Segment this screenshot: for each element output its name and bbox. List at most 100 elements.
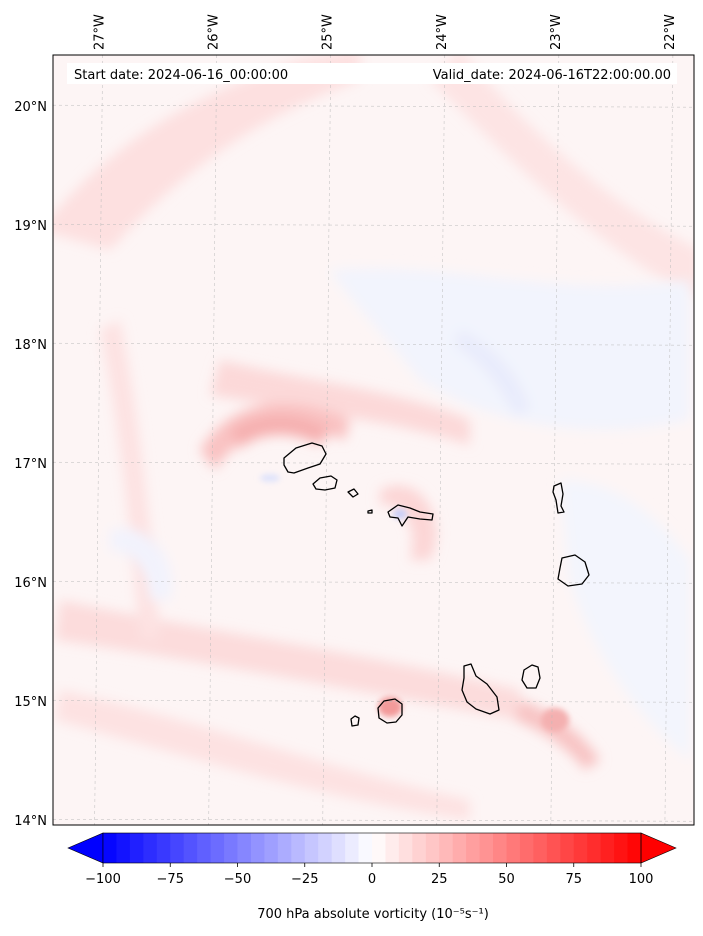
colorbar-step [479, 833, 494, 863]
colorbar-step [587, 833, 602, 863]
vorticity-shading [53, 55, 694, 820]
longitude-tick-labels: 27°W 26°W 25°W 24°W 23°W 22°W [93, 14, 678, 50]
colorbar-step [129, 833, 144, 863]
island-santa-luzia [347, 488, 359, 498]
longitude-tick-label: 24°W [435, 14, 450, 50]
map-gridlines [53, 55, 694, 825]
colorbar-step [546, 833, 561, 863]
latitude-tick-label: 17°N [14, 457, 47, 472]
island-boa-vista [557, 554, 590, 587]
island-maio [521, 664, 541, 689]
colorbar-tick-label: −100 [85, 872, 121, 887]
colorbar-step [197, 833, 212, 863]
colorbar-step [398, 833, 413, 863]
map-area [53, 55, 694, 825]
colorbar-tick-label: 75 [565, 872, 582, 887]
colorbar-step [519, 833, 534, 863]
colorbar-tick-label: 0 [368, 872, 376, 887]
gridline-lat [53, 580, 694, 584]
header-box: Start date: 2024-06-16_00:00:00 Valid_da… [67, 63, 677, 84]
island-sal [552, 482, 565, 514]
latitude-tick-label: 14°N [14, 814, 47, 829]
colorbar-step [156, 833, 171, 863]
latitude-tick-label: 16°N [14, 576, 47, 591]
gridline-lon [94, 55, 103, 825]
colorbar-step [385, 833, 400, 863]
colorbar-step [425, 833, 440, 863]
colorbar-step [103, 833, 117, 863]
colorbar-step [573, 833, 588, 863]
colorbar-step [304, 833, 319, 863]
start-date-label: Start date: 2024-06-16_00:00:00 [74, 68, 288, 83]
colorbar-tick-label: 25 [431, 872, 448, 887]
colorbar-step [116, 833, 131, 863]
colorbar-step [345, 833, 360, 863]
island-brava [350, 715, 360, 727]
map-frame [52, 54, 695, 826]
colorbar-tick-label: 50 [498, 872, 515, 887]
colorbar-tick-label: −50 [224, 872, 251, 887]
colorbar-step [493, 833, 507, 863]
colorbar-step [439, 833, 454, 863]
colorbar-tick-label: −25 [291, 872, 318, 887]
latitude-tick-label: 20°N [14, 100, 47, 115]
island-santo-antao [283, 442, 327, 474]
longitude-tick-label: 23°W [549, 14, 564, 50]
island-outlines [283, 442, 590, 727]
colorbar-step [183, 833, 198, 863]
colorbar-extend-high [640, 832, 677, 864]
colorbar-step [506, 833, 521, 863]
island-sao-vicente [312, 475, 338, 491]
colorbar-step [143, 833, 158, 863]
colorbar-step [277, 833, 292, 863]
island-santiago [461, 663, 500, 715]
latitude-tick-label: 18°N [14, 338, 47, 353]
colorbar-step [600, 833, 615, 863]
colorbar-step [318, 833, 333, 863]
colorbar: −100 −75 −50 −25 0 25 50 75 100 700 hPa absolute… [67, 832, 677, 922]
colorbar-extend-low [67, 832, 104, 864]
colorbar-tick-labels: −100 −75 −50 −25 0 25 50 75 100 [85, 863, 653, 887]
colorbar-step [358, 833, 373, 863]
latitude-tick-labels: 20°N 19°N 18°N 17°N 16°N 15°N 14°N [14, 100, 47, 829]
colorbar-step [533, 833, 548, 863]
valid-date-label: Valid_date: 2024-06-16T22:00:00.00 [433, 68, 671, 83]
colorbar-step [331, 833, 346, 863]
longitude-tick-label: 22°W [663, 14, 678, 50]
colorbar-step [237, 833, 252, 863]
colorbar-step [170, 833, 185, 863]
longitude-tick-label: 26°W [207, 14, 222, 50]
island-branco [367, 509, 373, 514]
colorbar-step [560, 833, 575, 863]
colorbar-step [250, 833, 265, 863]
colorbar-step [466, 833, 481, 863]
gridline-lat [53, 104, 694, 108]
gridline-lon [208, 55, 217, 825]
colorbar-step [210, 833, 225, 863]
gridline-lat [53, 223, 694, 227]
gridline-lon [664, 55, 674, 825]
colorbar-step [372, 833, 386, 863]
colorbar-step [614, 833, 629, 863]
colorbar-step [627, 833, 642, 863]
colorbar-step [224, 833, 238, 863]
gridline-lon [550, 55, 560, 825]
colorbar-label: 700 hPa absolute vorticity (10⁻⁵s⁻¹) [257, 907, 489, 922]
longitude-tick-label: 25°W [321, 14, 336, 50]
latitude-tick-label: 19°N [14, 219, 47, 234]
gridline-lon [436, 55, 446, 825]
colorbar-steps [103, 833, 642, 863]
gridline-lat [53, 818, 694, 822]
longitude-tick-label: 27°W [93, 14, 108, 50]
latitude-tick-label: 15°N [14, 695, 47, 710]
colorbar-step [264, 833, 279, 863]
colorbar-step [412, 833, 427, 863]
colorbar-step [291, 833, 306, 863]
island-sao-nicolau [387, 504, 434, 527]
colorbar-tick-label: −75 [157, 872, 184, 887]
island-fogo [377, 698, 403, 724]
gridline-lat [53, 461, 694, 465]
colorbar-tick-label: 100 [629, 872, 654, 887]
gridline-lon [322, 55, 331, 825]
